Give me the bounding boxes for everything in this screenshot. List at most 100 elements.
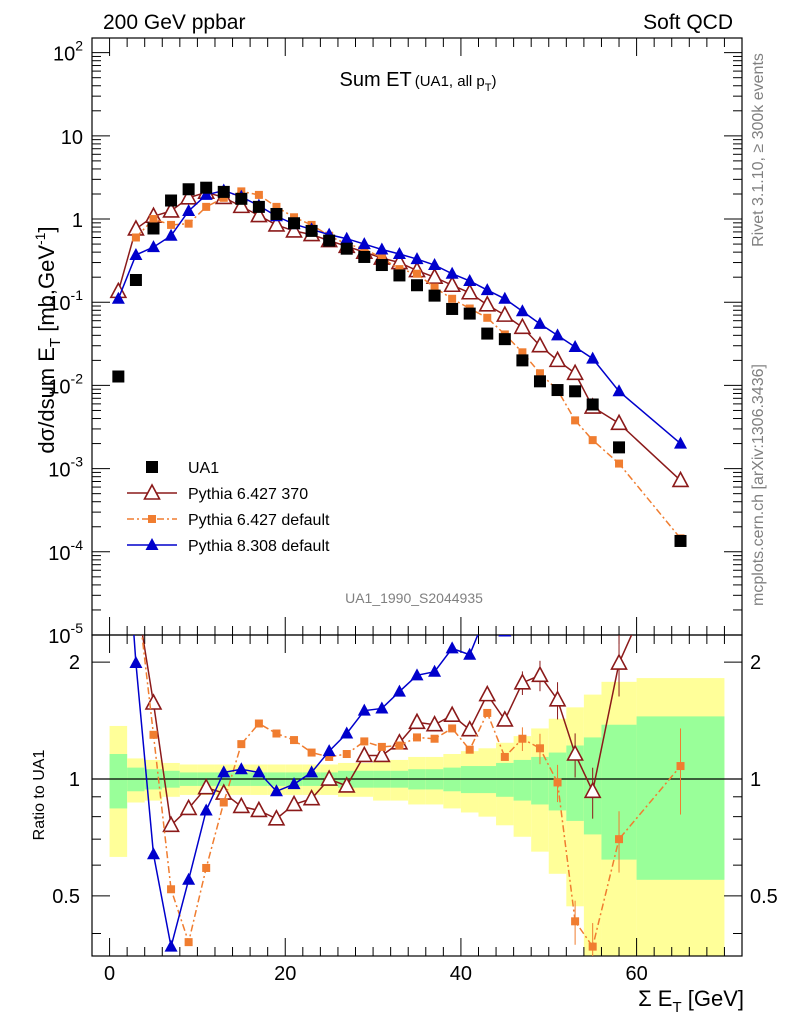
ratio-point: [377, 742, 386, 751]
header-right: Soft QCD: [643, 11, 733, 34]
legend-marker: [148, 515, 156, 523]
ratio-point: [553, 778, 562, 787]
data-point: [515, 304, 529, 317]
data-point: [393, 269, 406, 282]
ratio-line: [141, 635, 682, 949]
data-point: [586, 351, 600, 364]
data-point: [323, 234, 336, 247]
legend-label: Pythia 6.427 default: [188, 512, 330, 529]
data-point: [531, 336, 549, 353]
data-point: [413, 269, 421, 278]
y-tick-label: 10-3: [48, 454, 83, 482]
x-label-sub: T: [672, 999, 681, 1016]
data-point: [613, 441, 626, 454]
ratio-point: [250, 800, 268, 818]
data-point: [674, 436, 688, 449]
ratio-point: [167, 885, 176, 894]
data-point: [571, 416, 580, 425]
band-stat: [531, 756, 549, 805]
data-point: [612, 384, 626, 397]
data-point: [232, 196, 251, 214]
series-main-panel: [109, 181, 690, 547]
data-point: [535, 369, 544, 378]
ratio-point: [149, 730, 158, 739]
ratio-point: [445, 641, 459, 654]
data-point: [496, 305, 514, 322]
ratio-point: [481, 605, 494, 617]
data-point: [200, 181, 213, 194]
ratio-point: [443, 705, 461, 723]
data-point: [165, 194, 178, 207]
ratio-point: [272, 729, 281, 738]
ratio-point: [535, 744, 544, 753]
data-point: [516, 354, 529, 367]
y-tick-base: 10: [48, 376, 70, 398]
y-tick-label: 1: [69, 769, 80, 791]
data-point: [147, 222, 160, 235]
data-point: [588, 436, 597, 445]
data-point: [129, 247, 143, 260]
ratio-point: [373, 745, 391, 763]
ratio-point: [586, 547, 599, 559]
legend: UA1 Pythia 6.427 370 Pythia 6.427 default P…: [127, 460, 330, 555]
data-point: [184, 219, 193, 228]
x-axis-label: Σ ET [GeV]: [638, 986, 744, 1016]
series-ratio-panel: [129, 517, 688, 956]
y-tick-exponent: -5: [71, 620, 84, 636]
ratio-point: [460, 720, 479, 737]
data-point: [411, 279, 423, 292]
band-stat: [496, 762, 514, 797]
data-point: [498, 333, 511, 346]
data-point: [446, 302, 459, 315]
y-tick-label: 10-4: [48, 537, 83, 565]
data-point: [202, 202, 211, 211]
y-tick-label: 1: [72, 210, 83, 232]
y-label-top-sub: T: [47, 338, 64, 347]
y-axis-label-bottom: Ratio to UA1: [31, 750, 48, 841]
ratio-point: [285, 794, 303, 812]
ratio-point: [199, 803, 213, 816]
ratio-point: [342, 750, 351, 759]
ratio-point: [615, 835, 624, 844]
data-point: [513, 317, 532, 335]
y-tick-label-right: 0.5: [750, 886, 778, 908]
x-tick-label: 0: [104, 963, 115, 985]
data-point: [566, 363, 584, 381]
data-point: [430, 283, 439, 292]
ratio-point: [673, 517, 688, 531]
y-axis-label-top: dσ/dsum ET [mb,GeV-1]: [32, 226, 64, 453]
x-label-main: Σ E: [638, 986, 672, 1011]
data-point: [357, 237, 371, 250]
y-label-top-sup: -1: [32, 232, 48, 245]
ratio-point: [408, 712, 426, 730]
x-tick-label: 40: [450, 963, 472, 985]
y-tick-label: 102: [53, 38, 83, 66]
data-point: [254, 190, 263, 199]
ratio-point: [287, 777, 301, 790]
y-label-top-c: ]: [34, 226, 59, 232]
side-label-top: Rivet 3.1.10, ≥ 300k events: [750, 53, 767, 247]
ratio-point: [129, 656, 143, 669]
data-point: [533, 375, 546, 388]
ratio-point: [375, 701, 389, 714]
data-point: [179, 188, 198, 205]
ratio-point: [569, 556, 582, 568]
ratio-point: [483, 708, 492, 717]
data-point: [483, 313, 492, 322]
header-left: 200 GeV ppbar: [103, 11, 245, 34]
y-tick-exponent: -4: [71, 537, 84, 553]
chart-title: Sum ET (UA1, all pT): [339, 69, 496, 94]
legend-marker: [145, 538, 159, 550]
ratio-point: [513, 673, 532, 690]
y-tick-base: 1: [72, 210, 83, 232]
data-point: [288, 217, 301, 230]
ratio-point: [583, 781, 602, 799]
y-tick-base: 10: [48, 543, 70, 565]
ratio-point: [500, 752, 509, 761]
ratio-point: [290, 736, 299, 745]
ratio-point: [360, 737, 369, 746]
ratio-point: [217, 765, 231, 778]
data-point: [551, 384, 564, 397]
legend-label: Pythia 8.308 default: [188, 538, 330, 555]
